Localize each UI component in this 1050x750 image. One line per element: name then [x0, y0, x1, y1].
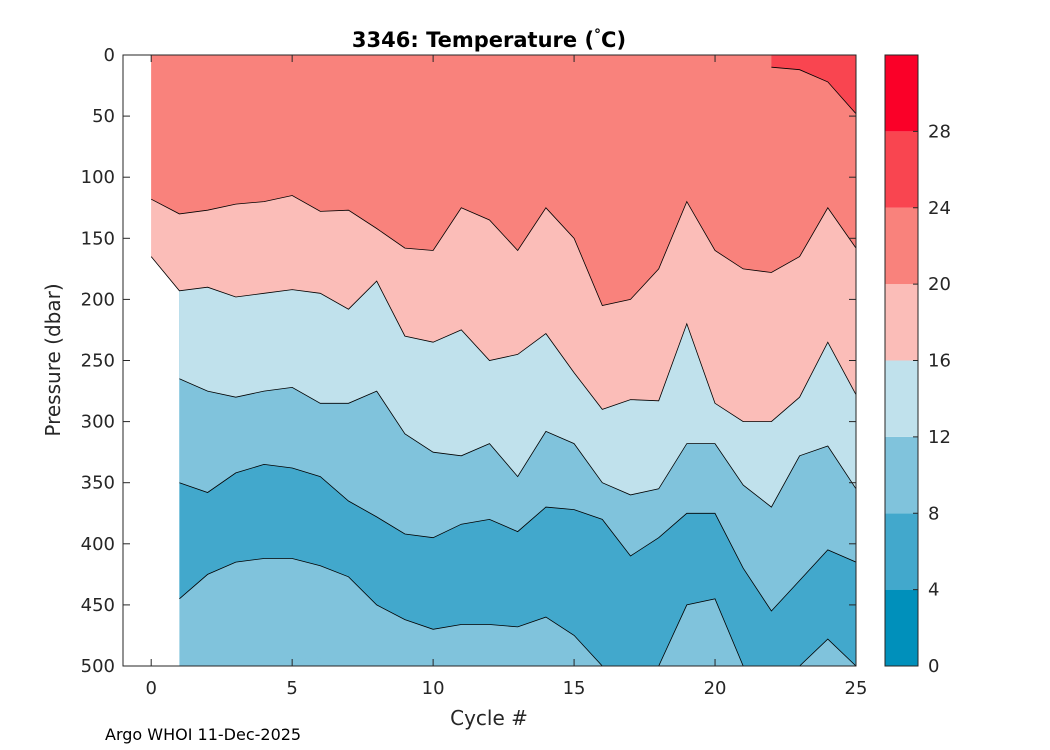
isotherm-16 [150, 256, 856, 422]
y-tick-label: 0 [104, 45, 115, 66]
colorbar-label: 28 [928, 121, 951, 142]
y-tick-label: 50 [92, 106, 115, 127]
y-tick-label: 100 [81, 167, 115, 188]
band-above-24 [771, 55, 856, 114]
y-tick-label: 400 [81, 534, 115, 555]
colorbar-band [885, 131, 918, 208]
chart-title: 3346: Temperature (°C) [352, 27, 626, 52]
x-tick-label: 25 [845, 678, 868, 699]
contour-bands [151, 55, 856, 666]
colorbar-band [885, 513, 918, 590]
y-tick-label: 200 [81, 289, 115, 310]
isotherm-24 [771, 66, 856, 114]
x-tick-label: 20 [704, 678, 727, 699]
y-tick-label: 500 [81, 656, 115, 677]
colorbar-label: 24 [928, 198, 951, 219]
x-axis: 0 5 10 15 20 25 [145, 55, 867, 699]
title-prefix: 3346: Temperature ( [352, 28, 594, 52]
colorbar-band [885, 360, 918, 437]
colorbar-band [885, 207, 918, 285]
y-tick-label: 450 [81, 595, 115, 616]
isotherm-4 [179, 558, 856, 666]
colorbar-label: 20 [928, 274, 951, 295]
isotherm-12 [179, 378, 856, 508]
y-tick-label: 300 [81, 412, 115, 433]
colorbar-band [885, 589, 918, 666]
y-tick-label: 250 [81, 351, 115, 372]
isotherm-20 [151, 195, 856, 306]
colorbar-label: 16 [928, 351, 951, 372]
y-axis: 0 50 100 150 200 250 300 350 400 450 500 [81, 45, 856, 677]
x-tick-label: 10 [422, 678, 445, 699]
isotherm-8 [179, 463, 856, 612]
isotherm-lines [150, 66, 856, 666]
y-tick-label: 350 [81, 473, 115, 494]
colorbar-label: 4 [928, 580, 939, 601]
colorbar-label: 0 [928, 656, 939, 677]
extra-patch-0 [278, 656, 349, 666]
colorbar-band [885, 55, 918, 132]
title-suffix: C) [601, 28, 626, 52]
colorbar: 0 4 8 12 16 20 24 28 [884, 54, 951, 677]
colorbar-label: 8 [928, 503, 939, 524]
x-tick-label: 0 [145, 678, 156, 699]
y-tick-label: 150 [81, 228, 115, 249]
colorbar-band [885, 284, 918, 361]
y-axis-label: Pressure (dbar) [41, 283, 65, 436]
plot-area [150, 55, 856, 666]
band-above-20 [151, 55, 856, 306]
title-degree: ° [594, 27, 601, 43]
footer-credit: Argo WHOI 11-Dec-2025 [105, 725, 302, 744]
colorbar-label: 12 [928, 427, 951, 448]
x-tick-label: 5 [286, 678, 297, 699]
x-axis-label: Cycle # [450, 706, 528, 730]
x-tick-label: 15 [563, 678, 586, 699]
colorbar-band [885, 436, 918, 514]
